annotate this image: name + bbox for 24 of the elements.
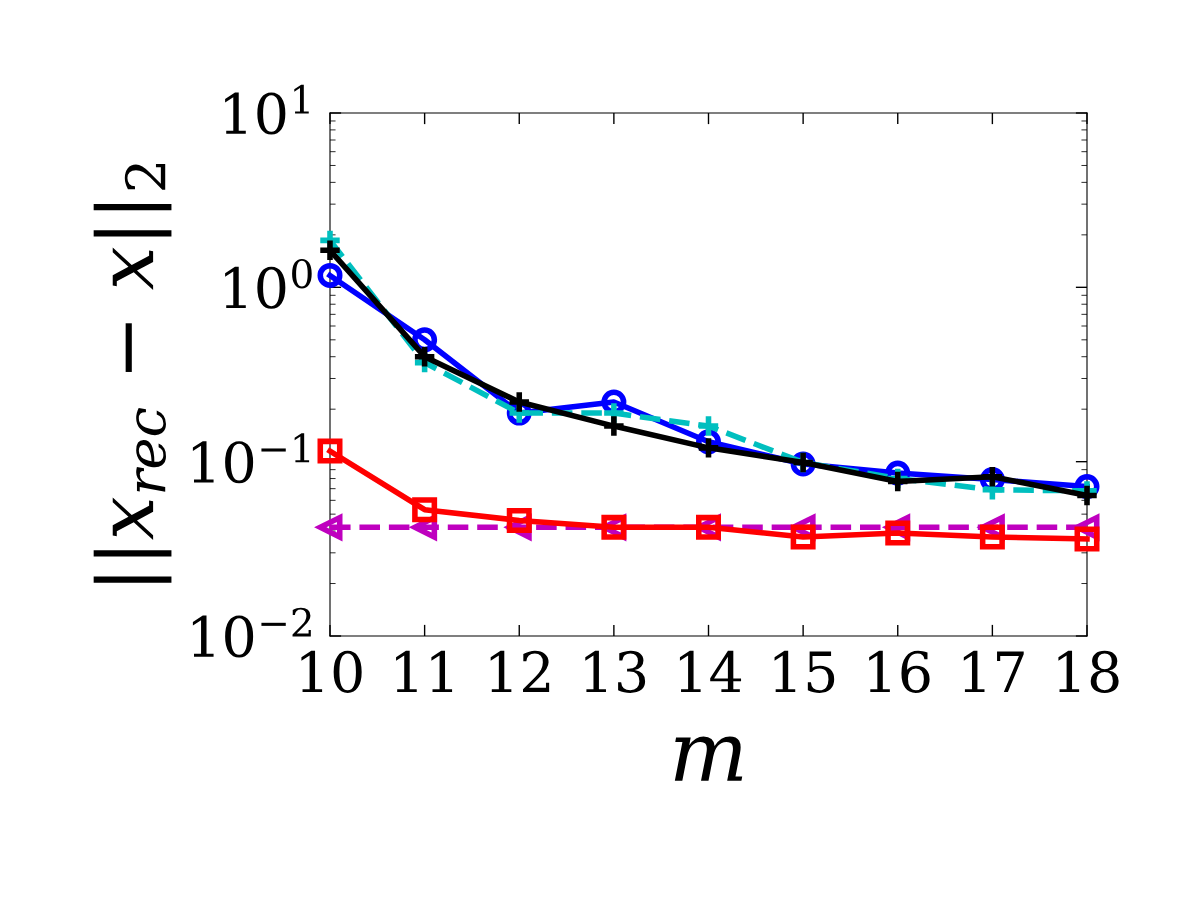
y-axis-title: ||x$_{rec}$ − x||$_{2}$ <box>93 164 172 583</box>
y-tick-label: 10$^{1}$ <box>225 84 309 135</box>
point <box>317 438 343 464</box>
point <box>790 524 816 550</box>
x-axis-title: m <box>674 736 743 781</box>
point <box>979 524 1005 550</box>
x-tick-label: 18 <box>1058 650 1119 693</box>
x-tick-label: 16 <box>869 650 930 693</box>
x-tick-label: 11 <box>396 650 453 693</box>
y-tick-label: 10$^{0}$ <box>225 259 312 309</box>
x-tick-label: 15 <box>774 650 835 693</box>
x-tick-label: 13 <box>585 650 646 693</box>
x-tick-label: 12 <box>490 650 550 693</box>
point <box>317 262 343 288</box>
point <box>696 435 721 461</box>
y-tick-label: 10$^{−1}$ <box>192 433 310 484</box>
point <box>412 497 438 523</box>
x-tick-label: 17 <box>963 650 1024 693</box>
point <box>885 520 911 546</box>
point <box>601 413 627 439</box>
x-tick-label: 14 <box>679 650 742 693</box>
point <box>1074 526 1100 552</box>
point <box>506 507 532 533</box>
point <box>696 413 721 439</box>
